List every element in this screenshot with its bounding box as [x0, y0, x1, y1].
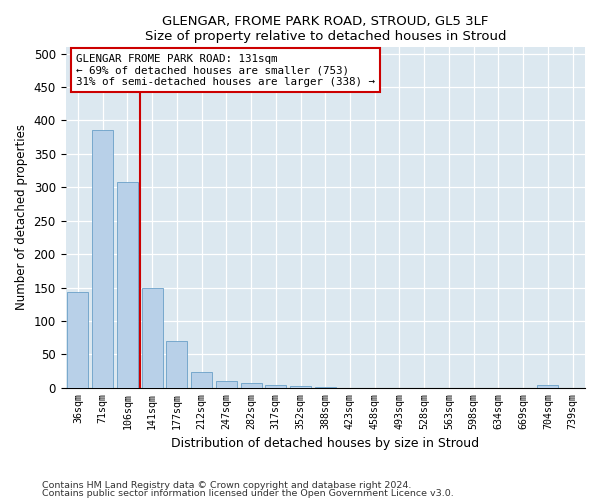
Bar	[265, 385, 286, 388]
Title: GLENGAR, FROME PARK ROAD, STROUD, GL5 3LF
Size of property relative to detached : GLENGAR, FROME PARK ROAD, STROUD, GL5 3L…	[145, 15, 506, 43]
Bar	[216, 381, 237, 388]
Text: GLENGAR FROME PARK ROAD: 131sqm
← 69% of detached houses are smaller (753)
31% o: GLENGAR FROME PARK ROAD: 131sqm ← 69% of…	[76, 54, 375, 87]
Bar	[315, 387, 336, 388]
Bar	[92, 130, 113, 388]
Bar	[538, 385, 559, 388]
Bar	[142, 288, 163, 388]
Bar	[67, 292, 88, 388]
Text: Contains HM Land Registry data © Crown copyright and database right 2024.: Contains HM Land Registry data © Crown c…	[42, 480, 412, 490]
X-axis label: Distribution of detached houses by size in Stroud: Distribution of detached houses by size …	[171, 437, 479, 450]
Y-axis label: Number of detached properties: Number of detached properties	[15, 124, 28, 310]
Bar	[166, 341, 187, 388]
Bar	[191, 372, 212, 388]
Text: Contains public sector information licensed under the Open Government Licence v3: Contains public sector information licen…	[42, 489, 454, 498]
Bar	[117, 182, 138, 388]
Bar	[290, 386, 311, 388]
Bar	[241, 383, 262, 388]
